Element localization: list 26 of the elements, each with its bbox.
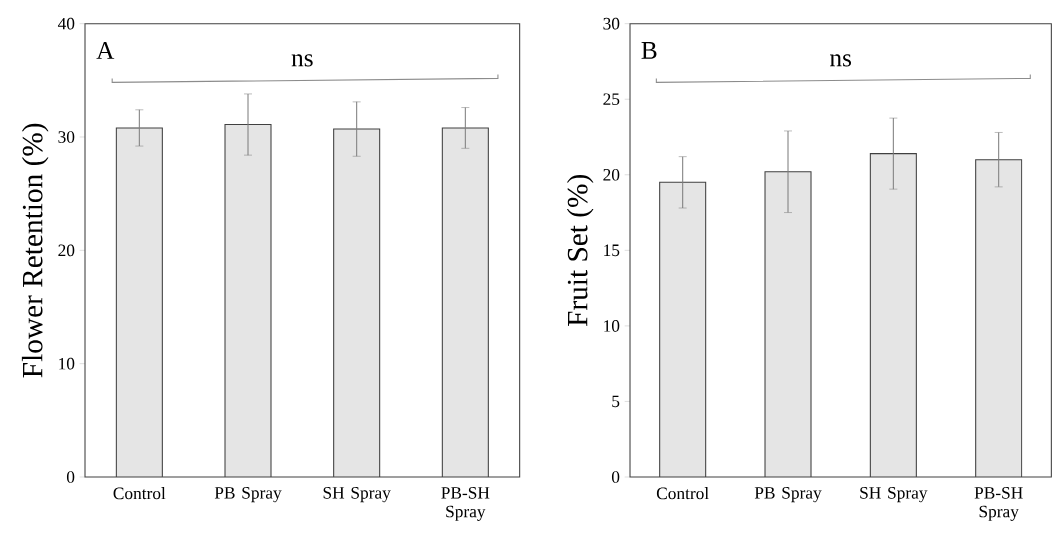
x-tick-label: SH Spray — [860, 487, 928, 503]
x-tick-label: PB-SH Spray — [441, 487, 490, 521]
y-tick-label: 20 — [58, 244, 75, 257]
y-axis-title: Flower Retention (%) — [21, 123, 49, 378]
x-tick-label: Control — [656, 487, 709, 500]
x-tick-label: PB Spray — [214, 487, 282, 503]
y-tick-label: 15 — [604, 244, 620, 257]
y-tick-label: 5 — [612, 395, 620, 408]
x-tick-label: Control — [113, 487, 166, 500]
y-tick-label: 0 — [66, 471, 75, 483]
x-tick-label: PB Spray — [754, 487, 822, 503]
annotation: ns — [830, 54, 852, 67]
y-tick-label: 30 — [58, 131, 75, 143]
x-tick-label: PB-SH Spray — [974, 487, 1023, 521]
y-tick-label: 10 — [604, 320, 620, 332]
y-tick-label: 25 — [603, 93, 620, 106]
y-axis-title: Fruit Set (%) — [566, 175, 594, 327]
annotation: B — [641, 42, 657, 59]
y-tick-label: 40 — [57, 17, 75, 30]
annotation: A — [96, 42, 115, 59]
annotation: ns — [291, 54, 313, 67]
y-tick-label: 20 — [603, 168, 620, 181]
x-tick-label: SH Spray — [323, 487, 391, 503]
y-tick-label: 10 — [59, 357, 75, 370]
y-tick-label: 30 — [603, 17, 620, 30]
y-tick-label: 0 — [611, 471, 620, 483]
